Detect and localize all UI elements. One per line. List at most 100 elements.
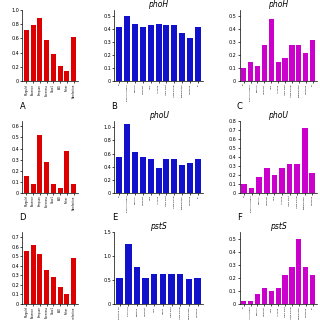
Bar — [151, 274, 157, 304]
Bar — [269, 19, 274, 81]
Bar — [289, 268, 294, 304]
Bar — [24, 30, 29, 81]
Title: pstS: pstS — [150, 222, 167, 231]
Bar — [294, 164, 300, 193]
Bar — [186, 279, 192, 304]
Bar — [148, 159, 154, 193]
Bar — [64, 151, 69, 193]
Bar — [262, 45, 267, 81]
Bar — [241, 301, 246, 304]
Text: E: E — [112, 213, 117, 222]
Bar — [24, 176, 29, 193]
Bar — [156, 168, 162, 193]
Bar — [172, 25, 177, 81]
Bar — [132, 24, 138, 81]
Bar — [194, 278, 201, 304]
Bar — [71, 258, 76, 304]
Bar — [302, 128, 308, 193]
Title: phoU: phoU — [268, 111, 288, 120]
Bar — [289, 45, 294, 81]
Text: C: C — [236, 101, 243, 110]
Title: phoH: phoH — [148, 0, 169, 9]
Bar — [272, 175, 277, 193]
Bar — [31, 184, 36, 193]
Bar — [51, 184, 56, 193]
Text: B: B — [111, 101, 117, 110]
Bar — [241, 68, 246, 81]
Bar — [241, 184, 247, 193]
Bar — [24, 251, 29, 304]
Bar — [51, 54, 56, 81]
Bar — [179, 33, 185, 81]
Bar — [255, 293, 260, 304]
Bar — [31, 25, 36, 81]
Bar — [148, 25, 154, 81]
Bar — [58, 287, 63, 304]
Bar — [195, 159, 201, 193]
Bar — [269, 291, 274, 304]
Bar — [140, 157, 146, 193]
Bar — [124, 124, 130, 193]
Bar — [142, 278, 149, 304]
Bar — [276, 62, 281, 81]
Bar — [168, 274, 175, 304]
Bar — [276, 288, 281, 304]
Bar — [164, 159, 169, 193]
Bar — [287, 164, 292, 193]
Bar — [264, 168, 270, 193]
Title: phoU: phoU — [148, 111, 169, 120]
Bar — [140, 27, 146, 81]
Bar — [64, 71, 69, 81]
Bar — [37, 135, 43, 193]
Bar — [58, 188, 63, 193]
Text: D: D — [19, 213, 26, 222]
Bar — [256, 177, 262, 193]
Bar — [195, 27, 201, 81]
Bar — [134, 267, 140, 304]
Bar — [172, 159, 177, 193]
Bar — [44, 40, 49, 81]
Bar — [44, 162, 49, 193]
Bar — [296, 239, 301, 304]
Bar — [309, 173, 315, 193]
Bar — [303, 268, 308, 304]
Bar — [125, 244, 132, 304]
Text: F: F — [237, 213, 242, 222]
Bar — [303, 53, 308, 81]
Bar — [310, 275, 315, 304]
Bar — [116, 27, 122, 81]
Bar — [37, 254, 43, 304]
Bar — [44, 270, 49, 304]
Bar — [248, 301, 253, 304]
Title: phoH: phoH — [268, 0, 288, 9]
Bar — [31, 245, 36, 304]
Bar — [248, 62, 253, 81]
Bar — [58, 66, 63, 81]
Bar — [177, 274, 183, 304]
Bar — [255, 66, 260, 81]
Bar — [179, 165, 185, 193]
Bar — [51, 277, 56, 304]
Bar — [187, 38, 193, 81]
Bar — [283, 275, 288, 304]
Bar — [187, 163, 193, 193]
Bar — [37, 18, 43, 81]
Bar — [283, 58, 288, 81]
Title: pstS: pstS — [270, 222, 286, 231]
Bar — [64, 294, 69, 304]
Bar — [249, 188, 254, 193]
Bar — [116, 157, 122, 193]
Bar — [160, 274, 166, 304]
Bar — [279, 168, 285, 193]
Bar — [310, 40, 315, 81]
Bar — [164, 25, 169, 81]
Bar — [124, 16, 130, 81]
Bar — [132, 152, 138, 193]
Bar — [262, 288, 267, 304]
Text: A: A — [20, 101, 25, 110]
Bar — [116, 278, 123, 304]
Bar — [156, 24, 162, 81]
Bar — [296, 45, 301, 81]
Bar — [71, 37, 76, 81]
Bar — [71, 184, 76, 193]
